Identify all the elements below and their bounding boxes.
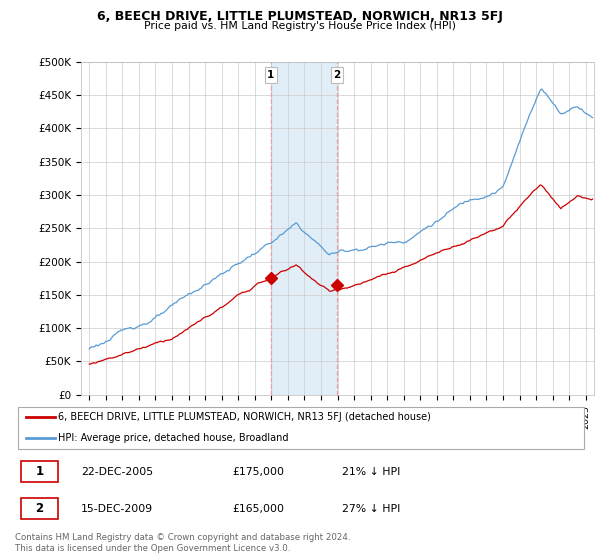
Text: 2: 2 — [333, 70, 340, 80]
Text: 21% ↓ HPI: 21% ↓ HPI — [341, 466, 400, 477]
Text: 6, BEECH DRIVE, LITTLE PLUMSTEAD, NORWICH, NR13 5FJ (detached house): 6, BEECH DRIVE, LITTLE PLUMSTEAD, NORWIC… — [58, 412, 431, 422]
Text: Price paid vs. HM Land Registry's House Price Index (HPI): Price paid vs. HM Land Registry's House … — [144, 21, 456, 31]
Text: £175,000: £175,000 — [233, 466, 285, 477]
FancyBboxPatch shape — [18, 407, 584, 449]
Text: 27% ↓ HPI: 27% ↓ HPI — [341, 503, 400, 514]
Text: 1: 1 — [35, 465, 43, 478]
Text: 22-DEC-2005: 22-DEC-2005 — [81, 466, 153, 477]
Text: 2: 2 — [35, 502, 43, 515]
Text: 15-DEC-2009: 15-DEC-2009 — [81, 503, 153, 514]
FancyBboxPatch shape — [21, 461, 58, 482]
Text: £165,000: £165,000 — [233, 503, 285, 514]
Text: 1: 1 — [267, 70, 274, 80]
Text: 6, BEECH DRIVE, LITTLE PLUMSTEAD, NORWICH, NR13 5FJ: 6, BEECH DRIVE, LITTLE PLUMSTEAD, NORWIC… — [97, 10, 503, 22]
FancyBboxPatch shape — [21, 498, 58, 519]
Text: Contains HM Land Registry data © Crown copyright and database right 2024.
This d: Contains HM Land Registry data © Crown c… — [15, 533, 350, 553]
Bar — [271, 62, 337, 395]
Text: HPI: Average price, detached house, Broadland: HPI: Average price, detached house, Broa… — [58, 433, 289, 444]
